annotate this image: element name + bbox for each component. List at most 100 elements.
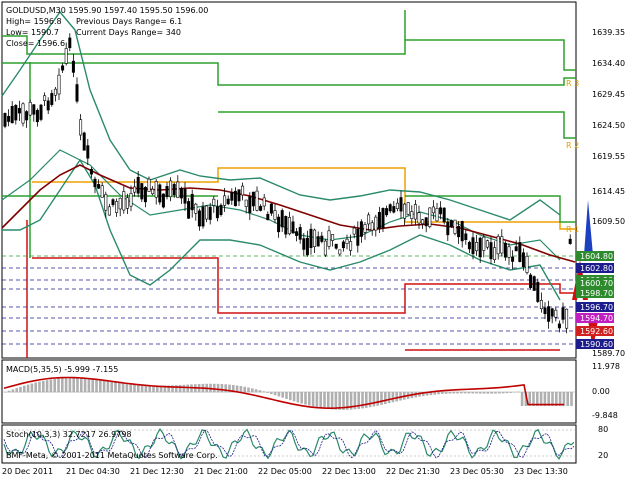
candle-body [89, 168, 93, 175]
candle-body [269, 203, 273, 214]
candle-body [201, 206, 205, 227]
price-bars [3, 33, 572, 334]
macd-histogram-bar [357, 392, 360, 409]
macd-histogram-bar [368, 392, 372, 408]
macd-histogram-bar [7, 390, 11, 393]
macd-histogram-bar [38, 381, 41, 393]
macd-histogram-bar [486, 392, 490, 394]
candle-body [219, 204, 223, 215]
candle-body [417, 212, 421, 224]
candle-body [43, 95, 47, 101]
macd-histogram-bar [395, 392, 398, 402]
macd-histogram-bar [361, 392, 364, 409]
macd-histogram-bar [64, 378, 68, 393]
candle-body [97, 183, 101, 189]
candle-body [439, 207, 443, 215]
macd-histogram-bar [34, 382, 37, 393]
macd-histogram-bar [61, 378, 64, 393]
price-level-box [576, 313, 614, 323]
macd-axis-top: 11.978 [592, 362, 620, 371]
candle-body [35, 109, 39, 123]
macd-histogram-bar [53, 378, 56, 393]
macd-histogram-bar [311, 392, 315, 407]
macd-histogram-bar [509, 392, 512, 393]
candle-body [536, 281, 540, 302]
macd-histogram-bar [277, 392, 281, 397]
candle-body [568, 238, 572, 244]
candle-body [518, 242, 522, 262]
macd-histogram-bar [479, 392, 482, 394]
macd-histogram-bar [118, 382, 121, 393]
candle-body [251, 191, 255, 207]
macd-histogram-bar [372, 392, 376, 407]
price-level-text: 1592.60 [580, 327, 613, 336]
blue-arrow [584, 200, 593, 255]
candle-body [169, 180, 173, 198]
macd-histogram-bar [251, 388, 254, 393]
pivot-line [2, 35, 576, 71]
candle-body [32, 104, 36, 115]
price-level-text: 1598.70 [580, 289, 613, 298]
macd-histogram-bar [266, 392, 269, 393]
pivot-line [218, 111, 576, 139]
price-level-box [576, 326, 614, 336]
candle-body [345, 238, 349, 244]
candle-body [367, 214, 371, 225]
macd-histogram-bar [334, 392, 338, 410]
macd-histogram-bar [72, 378, 75, 393]
time-axis: 20 Dec 2011 21 Dec 04:30 21 Dec 12:30 21… [2, 467, 568, 476]
macd-histogram-bar [380, 392, 383, 405]
macd-histogram-bar [501, 392, 505, 394]
macd-histogram-bar [228, 384, 231, 393]
candle-body [482, 236, 486, 251]
candle-body [28, 102, 32, 116]
macd-title: MACD(5,35,5) -5.999 -7.155 [6, 365, 118, 374]
candle-body [183, 188, 187, 204]
macd-histogram-bar [300, 392, 303, 404]
dashed-levels [2, 255, 576, 345]
macd-histogram-bar [482, 392, 486, 394]
macd-histogram-bar [178, 384, 182, 393]
macd-histogram-bar [243, 386, 246, 393]
price-level-box [576, 278, 614, 288]
macd-histogram-bar [292, 392, 296, 402]
macd-histogram-bar [285, 392, 288, 399]
price-level-text: 1594.70 [580, 314, 613, 323]
candle-body [215, 206, 219, 219]
macd-histogram-bar [220, 384, 224, 393]
macd-histogram-bar [190, 384, 193, 393]
time-tick: 22 Dec 21:30 [386, 467, 440, 476]
high-value: High= 1596.8 [6, 17, 62, 26]
price-level-text: 1596.70 [580, 303, 613, 312]
macd-histogram-bar [505, 392, 509, 394]
macd-histogram-bar [167, 385, 170, 393]
candle-body [331, 234, 335, 241]
candle-body [244, 199, 248, 207]
candle-body [547, 306, 551, 322]
candle-body [413, 204, 417, 220]
candle-body [392, 206, 396, 213]
candle-body [565, 308, 569, 329]
macd-histogram-bar [456, 392, 459, 394]
candle-body [100, 185, 104, 198]
candle-body [64, 48, 68, 64]
candle-body [151, 188, 155, 195]
macd-histogram-bar [429, 392, 433, 396]
candle-body [460, 221, 464, 242]
candle-body [190, 193, 194, 211]
candle-body [435, 208, 439, 222]
candle-body [399, 197, 403, 212]
candle-body [122, 191, 126, 211]
macd-histogram-bar [536, 392, 539, 406]
macd-histogram-bar [365, 392, 368, 408]
macd-histogram-bar [349, 392, 353, 410]
macd-histogram-bar [144, 385, 148, 393]
macd-histogram-bar [254, 389, 258, 393]
candle-body [431, 206, 435, 214]
macd-histogram-bar [422, 392, 425, 397]
macd-histogram-bar [45, 380, 49, 393]
candle-body [428, 207, 432, 227]
macd-histogram-bar [232, 384, 235, 393]
candle-body [298, 227, 302, 240]
